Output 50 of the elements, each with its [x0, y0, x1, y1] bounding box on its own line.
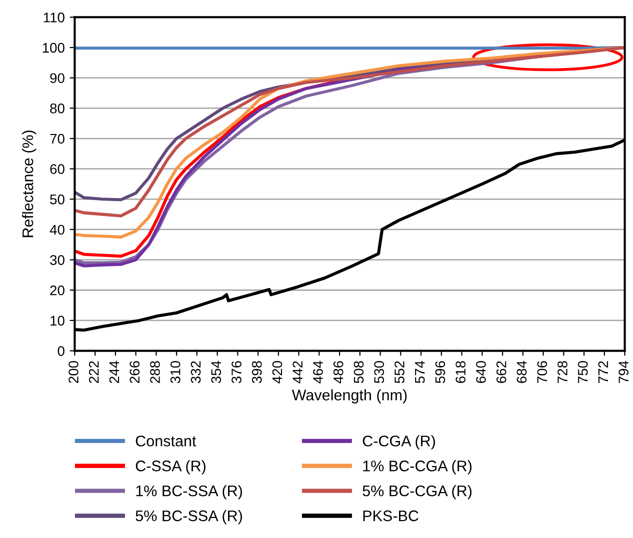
y-tick-label: 20: [50, 285, 64, 296]
y-tick-label: 40: [50, 224, 64, 235]
x-tick-label: 398: [252, 361, 262, 384]
legend-label: 5% BC-SSA (R): [136, 510, 242, 524]
x-tick-label: 464: [313, 360, 323, 384]
y-axis-title: Reflectance (%): [22, 130, 36, 238]
x-tick-label: 640: [476, 361, 486, 383]
x-tick-label: 266: [130, 361, 140, 383]
y-tick-label: 110: [44, 12, 64, 22]
x-tick-label: 706: [537, 361, 548, 383]
x-tick-label: 772: [598, 361, 608, 383]
x-axis-title: Wavelength (nm): [292, 389, 407, 404]
x-tick-label: 662: [496, 361, 506, 383]
y-tick-label: 10: [50, 316, 64, 326]
legend-label: C-SSA (R): [136, 460, 206, 474]
x-tick-label: 794: [618, 360, 628, 383]
x-tick-label: 442: [292, 361, 302, 384]
x-tick-label: 750: [578, 361, 588, 383]
y-tick-label: 90: [50, 73, 64, 84]
x-tick-label: 508: [354, 361, 364, 384]
x-tick-label: 530: [374, 361, 384, 384]
x-tick-label: 552: [394, 361, 404, 384]
legend-label: 5% BC-CGA (R): [362, 485, 472, 500]
x-tick-label: 376: [232, 361, 242, 384]
x-tick-label: 332: [190, 361, 201, 384]
legend-label: PKS-BC: [363, 510, 418, 522]
x-tick-label: 618: [456, 361, 466, 383]
legend-label: Constant: [136, 436, 196, 446]
x-tick-label: 420: [272, 361, 282, 384]
legend-label: C-CGA (R): [362, 435, 435, 450]
x-tick-label: 574: [415, 360, 425, 384]
x-tick-label: 222: [88, 361, 99, 383]
y-tick-label: 80: [50, 104, 64, 114]
x-tick-label: 728: [558, 361, 568, 383]
y-tick-label: 60: [50, 164, 64, 174]
y-tick-label: 30: [50, 255, 64, 265]
x-tick-label: 288: [150, 361, 160, 383]
x-tick-label: 596: [435, 361, 446, 384]
legend-label: 1% BC-CGA (R): [363, 460, 472, 474]
x-tick-label: 354: [211, 360, 222, 384]
x-tick-label: 684: [516, 360, 527, 383]
y-tick-label: 70: [50, 134, 64, 144]
x-tick-label: 310: [170, 361, 180, 384]
x-tick-label: 486: [333, 361, 344, 384]
y-tick-label: 100: [42, 42, 64, 53]
x-tick-label: 244: [109, 360, 120, 383]
x-tick-label: 200: [68, 361, 78, 383]
y-tick-label: 50: [50, 194, 64, 204]
y-tick-label: 0: [58, 346, 64, 356]
legend-label: 1% BC-SSA (R): [136, 485, 242, 500]
